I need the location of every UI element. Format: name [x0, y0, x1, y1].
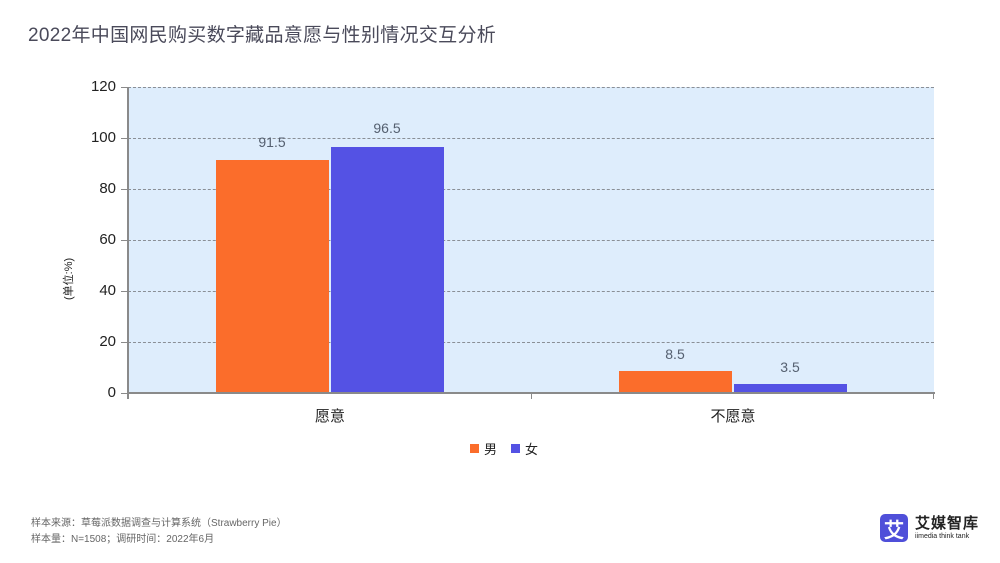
gridline-60 [128, 240, 934, 241]
x-tick [933, 393, 934, 399]
legend-swatch-male [470, 444, 479, 453]
value-label: 91.5 [258, 134, 286, 150]
x-category-label: 愿意 [314, 408, 345, 425]
legend-label-male: 男 [484, 442, 498, 457]
logo-name: 艾媒智库 [915, 514, 980, 532]
y-tick-label: 100 [90, 129, 116, 146]
footer-sample: 样本量：N=1508；调研时间：2022年6月 [31, 534, 215, 545]
gridline-120 [128, 87, 934, 88]
bar-female-willing [331, 147, 444, 393]
y-tick [121, 291, 128, 292]
gridline-80 [128, 189, 934, 190]
y-tick [121, 189, 128, 190]
y-tick-label: 60 [99, 231, 116, 248]
value-label: 8.5 [665, 346, 685, 362]
y-tick [121, 342, 128, 343]
value-label: 3.5 [780, 359, 800, 375]
bar-female-unwilling [734, 384, 847, 393]
y-tick-label: 80 [99, 180, 116, 197]
gridline-40 [128, 291, 934, 292]
value-label: 96.5 [373, 120, 401, 136]
y-tick [121, 87, 128, 88]
x-tick [531, 393, 532, 399]
y-axis-unit-label: (单位:%) [63, 257, 75, 300]
bar-male-willing [216, 160, 329, 393]
legend-swatch-female [511, 444, 521, 453]
logo-subtitle: iimedia think tank [915, 532, 970, 540]
y-tick [121, 393, 128, 394]
y-tick-label: 20 [99, 333, 116, 350]
chart-title: 2022年中国网民购买数字藏品意愿与性别情况交互分析 [28, 25, 497, 46]
y-tick-label: 120 [90, 78, 116, 95]
x-category-label: 不愿意 [710, 408, 756, 425]
y-tick-label: 40 [99, 282, 116, 299]
y-tick-label: 0 [107, 384, 116, 401]
brand-logo: 艾 艾媒智库 iimedia think tank [880, 514, 979, 542]
bar-male-unwilling [619, 371, 732, 393]
x-tick [128, 393, 129, 399]
y-tick [121, 138, 128, 139]
y-tick [121, 240, 128, 241]
logo-icon: 艾 [880, 514, 908, 542]
gridline-20 [128, 342, 934, 343]
gridline-100 [128, 138, 934, 139]
legend-label-female: 女 [525, 442, 539, 457]
legend: 男 女 [470, 439, 538, 458]
y-axis-line [127, 87, 129, 399]
footer-source: 样本来源：草莓派数据调查与计算系统（Strawberry Pie） [31, 518, 287, 529]
